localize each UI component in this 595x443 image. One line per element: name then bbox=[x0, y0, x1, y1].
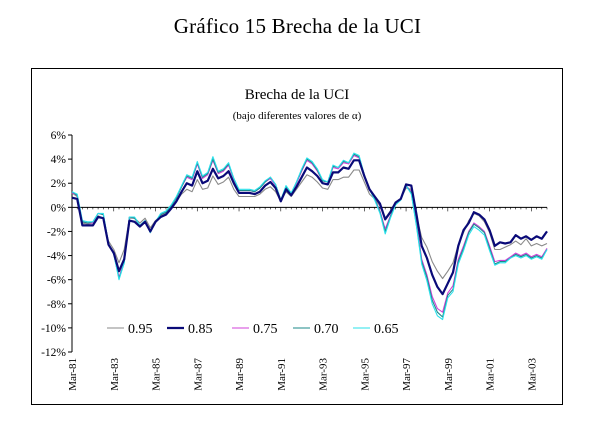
legend-label: 0.70 bbox=[314, 322, 339, 337]
y-tick-label: -10% bbox=[41, 323, 66, 335]
series-line-0-85 bbox=[71, 159, 548, 296]
series-line-0-75 bbox=[71, 154, 548, 313]
x-tick-label: Mar-99 bbox=[443, 358, 455, 391]
x-tick-label: Mar-89 bbox=[234, 358, 246, 391]
y-tick-label: -12% bbox=[41, 347, 66, 359]
x-tick-label: Mar-97 bbox=[401, 358, 413, 391]
x-tick-label: Mar-83 bbox=[109, 358, 121, 391]
y-tick-label: -4% bbox=[47, 251, 67, 263]
x-tick-label: Mar-87 bbox=[192, 358, 204, 391]
y-tick-label: -8% bbox=[47, 299, 67, 311]
x-tick-label: Mar-81 bbox=[67, 358, 79, 391]
y-tick-label: -2% bbox=[47, 226, 67, 238]
series-lines bbox=[71, 152, 548, 321]
legend-label: 0.65 bbox=[374, 322, 399, 337]
y-tick-label: 0% bbox=[51, 202, 67, 214]
y-tick-label: 6% bbox=[51, 130, 67, 142]
x-tick-label: Mar-01 bbox=[485, 358, 497, 391]
x-tick-label: Mar-93 bbox=[318, 358, 330, 391]
page-title: Gráfico 15 Brecha de la UCI bbox=[173, 14, 422, 38]
y-tick-label: 4% bbox=[51, 154, 67, 166]
x-tick-label: Mar-95 bbox=[359, 358, 371, 391]
y-tick-label: 2% bbox=[51, 178, 67, 190]
chart-title: Brecha de la UCI bbox=[245, 87, 350, 103]
legend-label: 0.75 bbox=[253, 322, 278, 337]
legend-label: 0.95 bbox=[128, 322, 153, 337]
x-tick-label: Mar-85 bbox=[151, 358, 163, 391]
chart-subtitle: (bajo diferentes valores de α) bbox=[233, 110, 362, 122]
legend-label: 0.85 bbox=[188, 322, 213, 337]
line-chart: Brecha de la UCI (bajo diferentes valore… bbox=[41, 87, 548, 391]
legend: 0.95 0.85 0.75 0.70 0.65 bbox=[107, 322, 399, 337]
series-line-0-65 bbox=[71, 152, 548, 321]
x-tick-label: Mar-03 bbox=[526, 358, 538, 391]
axes: 6% 4% 2% 0% -2% -4% -6% -8% -10% -12%Mar-81 Mar-83… bbox=[41, 130, 548, 391]
chart-frame bbox=[31, 68, 563, 405]
series-line-0-70 bbox=[71, 153, 548, 318]
x-tick-label: Mar-91 bbox=[276, 358, 288, 391]
y-tick-label: -6% bbox=[47, 275, 67, 287]
